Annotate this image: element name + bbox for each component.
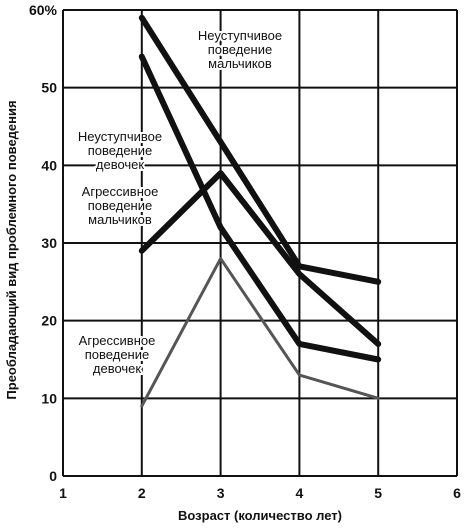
y-tick-label: 60% (29, 2, 58, 18)
series-line-3 (138, 170, 382, 347)
series-label-1: поведение (208, 42, 272, 57)
series-label-3: поведение (88, 198, 152, 213)
series-label-4: поведение (85, 347, 149, 362)
x-tick-label: 4 (296, 485, 304, 501)
y-tick-label: 0 (49, 468, 57, 484)
y-tick-label: 30 (41, 235, 57, 251)
y-tick-label: 50 (41, 80, 57, 96)
grid (62, 9, 458, 477)
series-label-4: девочек (93, 361, 142, 376)
series-line-2 (138, 53, 382, 363)
x-tick-label: 5 (374, 485, 382, 501)
series-label-2: поведение (88, 143, 152, 158)
y-axis-title: Преобладающий вид проблемного поведения (4, 100, 19, 399)
y-tick-label: 40 (41, 157, 57, 173)
x-axis-title: Возраст (количество лет) (178, 508, 342, 523)
x-tick-label: 2 (138, 485, 146, 501)
series-label-3: Агрессивное (82, 184, 159, 199)
series-line-4 (140, 257, 380, 408)
series-lines (138, 14, 382, 408)
series-label-1: мальчиков (208, 56, 272, 71)
x-tick-label: 6 (453, 485, 461, 501)
y-tick-label: 10 (41, 390, 57, 406)
series-label-2: девочек (96, 157, 145, 172)
series-label-2: Неуступчивое (78, 129, 162, 144)
y-tick-label: 20 (41, 313, 57, 329)
x-tick-label: 3 (217, 485, 225, 501)
x-tick-label: 1 (59, 485, 67, 501)
series-label-4: Агрессивное (79, 333, 156, 348)
series-label-3: мальчиков (88, 212, 152, 227)
tick-labels: 1 2 3 4 5 6 0 10 20 30 40 50 60% (29, 2, 461, 501)
series-annotations: НеуступчивоеповедениемальчиковНеуступчив… (76, 26, 284, 378)
series-label-1: Неуступчивое (198, 28, 282, 43)
series-line-1 (138, 14, 382, 285)
